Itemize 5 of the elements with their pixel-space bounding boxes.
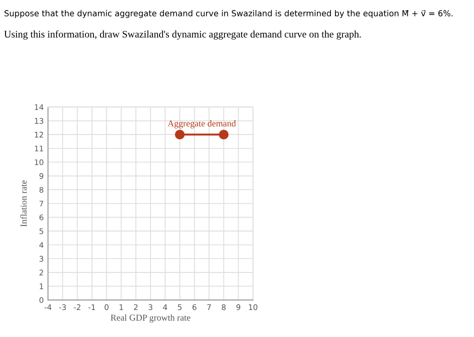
x-axis-title: Real GDP growth rate <box>110 314 190 323</box>
chart-subtitle: Using this information, draw Swaziland's dynamic aggregate demand curve on the graph. <box>4 30 361 40</box>
series-label: Aggregate demand <box>168 120 236 128</box>
y-axis-title: Inflation rate <box>20 180 27 227</box>
chart-title: Suppose that the dynamic aggregate demand curve in Swaziland is determined by the equation M⃗ + v⃗ = 6%. <box>4 10 453 18</box>
